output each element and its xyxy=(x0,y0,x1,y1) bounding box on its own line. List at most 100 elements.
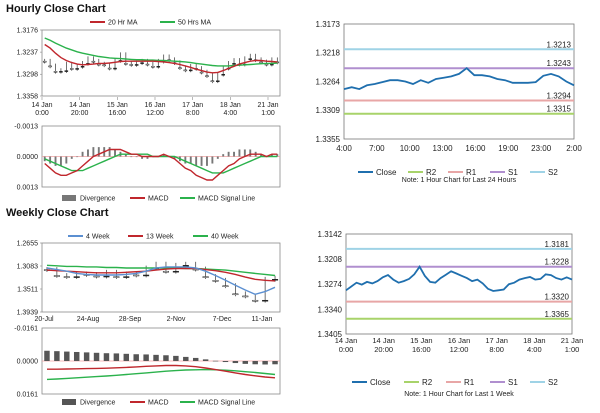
divergence-bar xyxy=(173,156,176,159)
y-tick-label: 1.3176 xyxy=(17,28,39,35)
hourly-price-chart: 1.3358 1.3298 1.3237 1.3176 20 Hr MA 50 Hrs M… xyxy=(17,20,281,117)
divergence-bar xyxy=(153,354,159,361)
divergence-bar xyxy=(141,156,144,159)
divergence-bar xyxy=(49,156,52,164)
x-tick-label: 28-Sep xyxy=(119,316,142,323)
x-tick-label: 4:00 xyxy=(527,345,542,354)
candle-body xyxy=(222,285,229,287)
ma50-line xyxy=(44,37,278,67)
divergence-bar xyxy=(242,361,249,364)
level-label-r2: 1.3365 xyxy=(545,310,570,319)
divergence-bar xyxy=(97,147,100,157)
legend-label: MACD Signal Line xyxy=(198,196,255,203)
candle-body xyxy=(188,69,193,72)
ma13-week-line xyxy=(46,267,276,282)
y-tick-label: 1.3173 xyxy=(316,20,341,29)
candle-body xyxy=(124,63,128,65)
candle-body xyxy=(162,270,169,273)
candle-body xyxy=(59,71,63,73)
x-tick-label: 2-Nov xyxy=(167,316,186,323)
candle-body xyxy=(262,299,269,302)
ma20-line xyxy=(44,43,278,74)
divergence-bar xyxy=(70,156,73,159)
candle-body xyxy=(205,75,209,77)
legend-label: 50 Hrs MA xyxy=(178,20,211,27)
x-tick-label: 12:00 xyxy=(146,110,164,117)
x-tick-label: 0:00 xyxy=(339,345,354,354)
candle-body xyxy=(113,276,120,278)
divergence-bar xyxy=(227,151,230,157)
legend-label: R1 xyxy=(464,378,475,387)
y-tick-label: 1.2655 xyxy=(17,241,39,248)
x-tick-label: 16 Jan xyxy=(144,102,165,109)
weekly-line-chart: 1.3405 1.3340 1.3274 1.3208 1.3142 1.3365 1.33… xyxy=(318,230,584,398)
candle-body xyxy=(232,293,239,296)
x-tick-label: 4:00 xyxy=(224,110,238,117)
legend-label: R1 xyxy=(466,168,477,177)
divergence-bar xyxy=(133,354,139,361)
divergence-bar xyxy=(212,360,219,362)
legend-label: MACD Signal Line xyxy=(198,400,255,407)
divergence-bar xyxy=(262,361,268,365)
x-tick-label: 13:00 xyxy=(433,144,454,153)
divergence-bar xyxy=(252,361,258,365)
divergence-bar xyxy=(202,359,209,361)
legend-label: Close xyxy=(370,378,391,387)
level-label-r1: 1.3320 xyxy=(545,293,570,302)
divergence-bar xyxy=(195,156,198,166)
candle-body xyxy=(64,70,69,72)
x-tick-label: 14 Jan xyxy=(335,336,358,345)
divergence-bar xyxy=(206,156,208,166)
divergence-bar xyxy=(216,156,219,159)
x-tick-label: 2:00 xyxy=(566,144,582,153)
x-tick-label: 17 Jan xyxy=(485,336,508,345)
candle-body xyxy=(69,68,74,70)
x-tick-label: 20:00 xyxy=(71,110,89,117)
candle-body xyxy=(248,58,253,60)
candle-body xyxy=(107,67,112,70)
legend-label: 20 Hr MA xyxy=(108,20,138,27)
divergence-bar xyxy=(272,361,278,365)
legend-label: S2 xyxy=(548,378,558,387)
legend-label: S1 xyxy=(508,378,518,387)
divergence-bar xyxy=(83,352,90,361)
y-tick-label: 1.3298 xyxy=(17,72,39,79)
divergence-bar xyxy=(184,156,187,164)
candle-body xyxy=(113,67,117,70)
divergence-bar xyxy=(81,151,84,157)
divergence-bar xyxy=(103,353,110,361)
divergence-bar xyxy=(130,156,133,158)
x-tick-label: 20-Jul xyxy=(34,316,54,323)
x-tick-label: 1:00 xyxy=(565,345,580,354)
chart-note: Note: 1 Hour Chart for Last 1 Week xyxy=(404,391,514,398)
divergence-bar xyxy=(65,156,68,164)
level-label-s2: 1.3213 xyxy=(547,40,572,49)
divergence-bar xyxy=(54,351,60,361)
candle-body xyxy=(53,71,58,73)
candle-body xyxy=(178,67,182,69)
candle-body xyxy=(172,270,179,273)
candle-body xyxy=(123,276,130,278)
candle-body xyxy=(199,71,204,74)
candle-body xyxy=(140,62,144,64)
divergence-bar xyxy=(92,147,95,157)
x-tick-label: 8:00 xyxy=(186,110,200,117)
x-tick-label: 14 Jan xyxy=(69,102,90,109)
candle-body xyxy=(42,60,47,63)
y-tick-label: 1.3218 xyxy=(316,48,341,57)
x-tick-label: 16:00 xyxy=(465,144,486,153)
x-tick-label: 11-Jan xyxy=(252,316,273,323)
legend-label: R2 xyxy=(426,168,437,177)
candle-body xyxy=(182,265,189,267)
x-tick-label: 1:00 xyxy=(261,110,275,117)
hourly-section-title: Hourly Close Chart xyxy=(6,3,106,15)
macd-line xyxy=(47,364,276,379)
weekly-macd-chart: 0.0161 0.0000 -0.0161 Divergence MACD MACD Si… xyxy=(14,326,281,407)
signal-line xyxy=(46,368,276,381)
divergence-bar xyxy=(232,361,239,364)
divergence-bar xyxy=(162,154,165,157)
chart-note: Note: 1 Hour Chart for Last 24 Hours xyxy=(402,177,517,184)
candle-body xyxy=(202,276,209,278)
divergence-bar xyxy=(143,354,149,361)
divergence-bar xyxy=(59,156,62,166)
